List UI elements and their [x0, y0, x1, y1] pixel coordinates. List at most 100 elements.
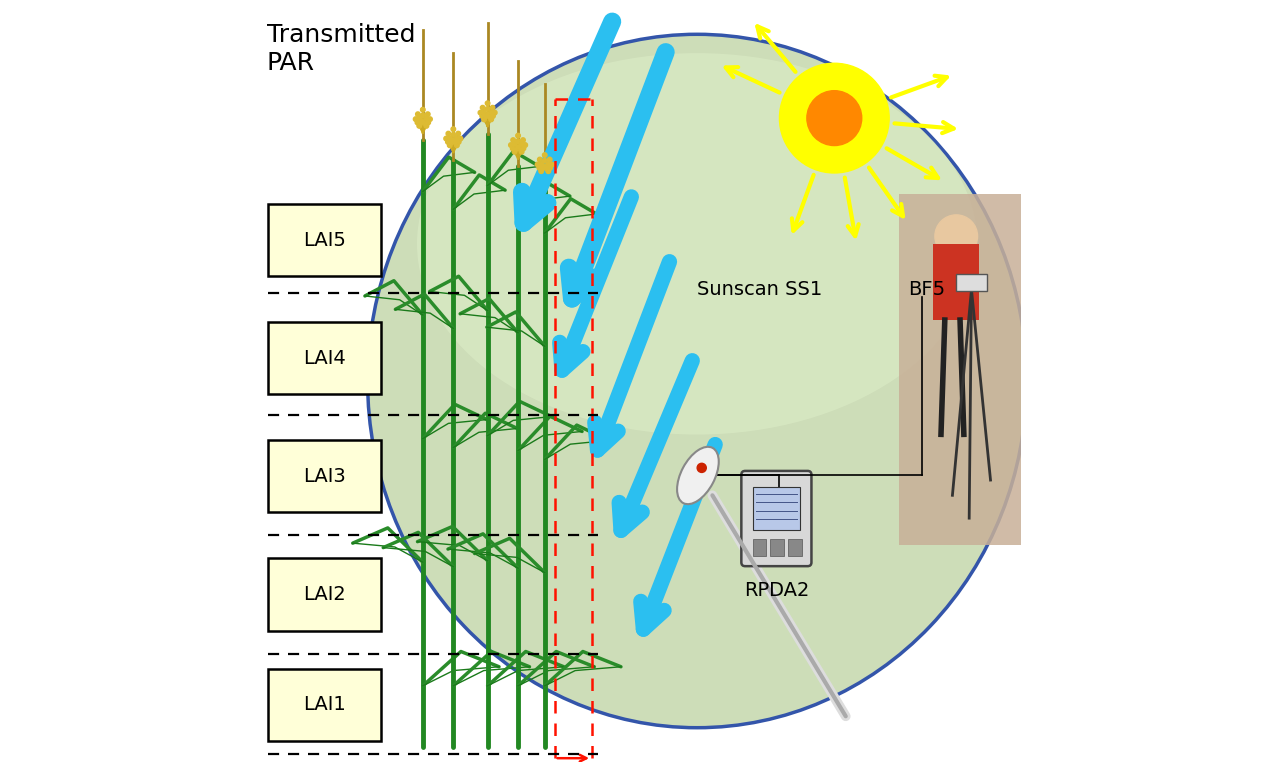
Circle shape [547, 162, 550, 166]
Circle shape [490, 114, 495, 118]
Circle shape [490, 105, 495, 110]
Circle shape [447, 131, 451, 136]
Circle shape [543, 158, 547, 163]
Circle shape [543, 165, 547, 169]
Circle shape [454, 136, 460, 140]
Text: LAI1: LAI1 [303, 696, 346, 714]
Circle shape [489, 117, 494, 122]
Circle shape [489, 110, 494, 114]
Circle shape [548, 165, 553, 170]
Text: LAI2: LAI2 [303, 585, 346, 604]
Circle shape [451, 127, 456, 132]
Bar [771, 539, 785, 556]
Circle shape [806, 91, 861, 146]
Circle shape [698, 463, 707, 472]
Circle shape [422, 121, 428, 126]
Circle shape [481, 117, 486, 122]
Circle shape [485, 101, 490, 106]
Circle shape [516, 139, 521, 144]
Circle shape [447, 136, 452, 140]
Circle shape [456, 131, 461, 136]
Circle shape [538, 165, 541, 170]
Circle shape [453, 140, 458, 145]
Circle shape [516, 133, 521, 138]
Ellipse shape [677, 447, 719, 504]
Text: BF5: BF5 [909, 280, 946, 299]
Circle shape [417, 117, 421, 121]
Bar [787, 539, 801, 556]
Circle shape [516, 145, 521, 149]
Circle shape [451, 133, 456, 137]
Circle shape [485, 113, 490, 117]
Circle shape [548, 157, 552, 162]
Circle shape [413, 117, 419, 121]
Circle shape [428, 117, 433, 121]
Circle shape [549, 162, 554, 167]
Circle shape [511, 138, 516, 142]
Circle shape [454, 143, 460, 148]
Circle shape [520, 149, 524, 154]
Circle shape [539, 169, 544, 174]
Circle shape [521, 138, 525, 142]
Circle shape [479, 110, 483, 115]
Circle shape [417, 123, 421, 128]
Bar [753, 539, 767, 556]
Circle shape [425, 112, 430, 117]
Text: LAI5: LAI5 [303, 231, 346, 249]
Circle shape [481, 110, 486, 114]
Circle shape [511, 146, 515, 151]
Bar [933, 244, 979, 320]
Ellipse shape [367, 34, 1027, 728]
Circle shape [512, 149, 517, 154]
Circle shape [483, 114, 488, 119]
Text: Sunscan SS1: Sunscan SS1 [698, 280, 823, 299]
Circle shape [416, 112, 420, 117]
Bar [268, 204, 381, 277]
Circle shape [493, 110, 497, 115]
Circle shape [780, 63, 890, 173]
Bar [268, 559, 381, 631]
Circle shape [457, 139, 461, 144]
Circle shape [424, 123, 429, 128]
Circle shape [512, 142, 517, 147]
Circle shape [520, 142, 524, 147]
Bar [268, 322, 381, 395]
Circle shape [543, 153, 547, 158]
Text: LAI4: LAI4 [303, 349, 346, 367]
Circle shape [513, 147, 518, 152]
Circle shape [415, 120, 420, 125]
Circle shape [426, 120, 430, 125]
Circle shape [539, 162, 543, 166]
Bar [268, 669, 381, 741]
Circle shape [419, 121, 422, 126]
Bar [956, 274, 987, 291]
FancyBboxPatch shape [741, 471, 812, 566]
Circle shape [934, 215, 978, 258]
Circle shape [518, 147, 522, 152]
Circle shape [421, 119, 425, 123]
Circle shape [444, 136, 448, 141]
Text: LAI3: LAI3 [303, 467, 346, 485]
Circle shape [451, 139, 456, 143]
Circle shape [480, 105, 485, 110]
Circle shape [480, 114, 485, 118]
Circle shape [424, 117, 429, 121]
Ellipse shape [417, 53, 978, 434]
Circle shape [547, 169, 550, 174]
Circle shape [448, 143, 452, 148]
Bar [899, 194, 1066, 545]
Circle shape [448, 140, 453, 145]
Circle shape [485, 107, 490, 111]
Circle shape [421, 107, 425, 112]
Text: RPDA2: RPDA2 [744, 581, 809, 600]
Circle shape [535, 162, 540, 167]
Circle shape [421, 114, 425, 118]
Text: Transmitted
PAR: Transmitted PAR [266, 23, 415, 75]
Circle shape [445, 139, 451, 144]
Circle shape [545, 166, 549, 171]
Circle shape [538, 157, 543, 162]
Circle shape [540, 166, 544, 171]
Circle shape [488, 114, 493, 119]
Bar [268, 440, 381, 513]
Circle shape [521, 146, 526, 151]
